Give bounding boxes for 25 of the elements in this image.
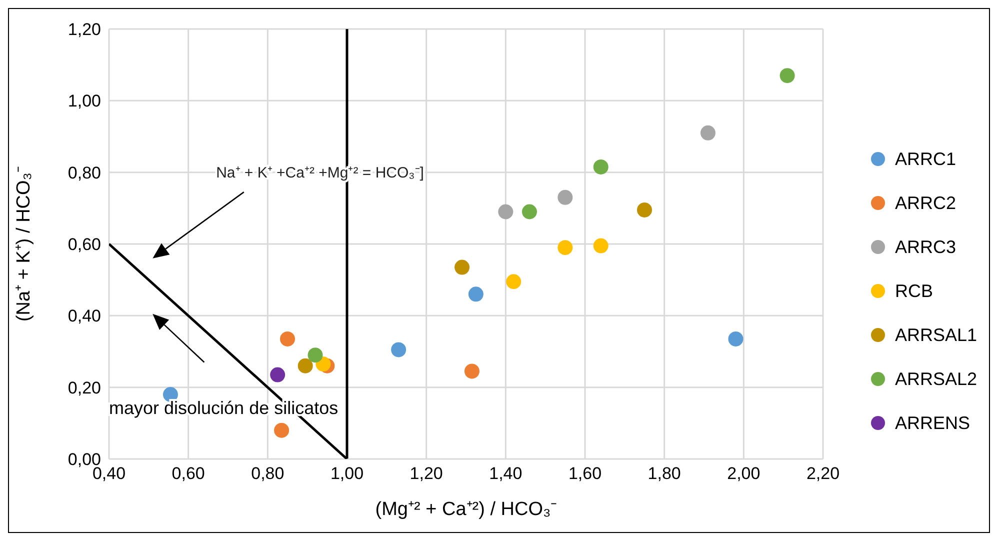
y-tick-label: 0,40 [68,306,101,326]
y-tick-label: 0,80 [68,163,101,182]
y-tick-label: 1,00 [68,92,101,111]
legend-label: ARRC1 [895,148,956,170]
y-tick-label: 1,20 [68,20,101,40]
x-tick-label: 2,20 [806,464,840,484]
y-tick-label: 0,60 [68,235,101,254]
x-tick-label: 1,60 [568,464,602,484]
legend-label: ARRSAL1 [895,324,978,346]
y-tick-label: 0,20 [68,378,101,398]
x-tick-label: 0,40 [92,464,126,484]
x-tick-label: 1,80 [648,464,681,484]
y-axis-title: (Na⁺ + K⁺) / HCO₃⁻ [14,166,35,322]
legend-label: ARRENS [895,412,970,434]
x-tick-label: 0,60 [172,464,205,484]
x-tick-label: 1,40 [489,464,522,484]
legend-label: ARRC2 [895,192,956,214]
x-tick-label: 1,00 [330,464,364,484]
legend-label: ARRC3 [895,236,956,258]
legend-label: RCB [895,280,934,302]
x-tick-label: 1,20 [410,464,443,484]
legend-label: ARRSAL2 [895,368,978,390]
x-axis-title: (Mg⁺² + Ca⁺²) / HCO₃⁻ [375,499,557,520]
x-tick-label: 0,80 [251,464,284,484]
x-tick-label: 2,00 [727,464,760,484]
